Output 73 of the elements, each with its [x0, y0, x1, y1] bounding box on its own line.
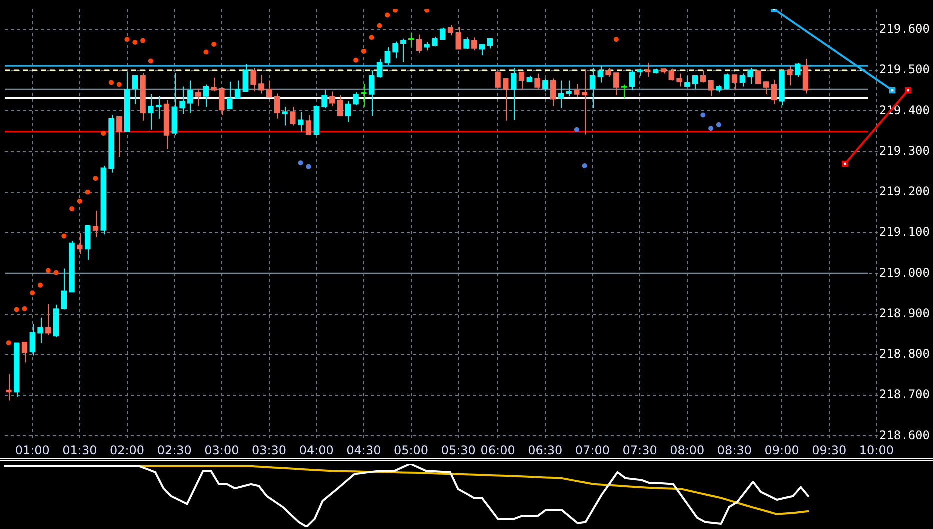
x-tick-label: 03:00: [204, 443, 240, 458]
y-tick-label: 219.100: [879, 225, 930, 240]
point: [116, 82, 122, 88]
point: [212, 42, 217, 48]
x-tick-label: 03:30: [252, 443, 287, 458]
x-tick-label: 07:30: [622, 443, 658, 458]
point: [574, 127, 580, 132]
x-tick-label: 02:00: [110, 443, 145, 458]
point: [6, 340, 12, 346]
point: [77, 198, 82, 204]
point: [385, 12, 390, 18]
point: [842, 160, 848, 168]
candlestick: [574, 83, 580, 98]
x-tick-label: 06:00: [480, 443, 516, 458]
y-tick-label: 219.000: [879, 266, 930, 280]
point: [124, 37, 130, 42]
x-tick-label: 09:30: [812, 443, 847, 458]
y-tick-label: 218.600: [879, 428, 930, 442]
point: [140, 38, 146, 44]
point: [582, 163, 588, 168]
x-tick-label: 06:30: [528, 443, 563, 458]
point: [204, 50, 209, 55]
point: [354, 58, 359, 63]
point: [708, 126, 714, 132]
point: [38, 282, 43, 288]
point: [30, 290, 36, 296]
point: [22, 306, 28, 312]
point: [393, 9, 398, 13]
candlestick: [716, 85, 722, 93]
y-tick-label: 218.700: [879, 388, 930, 402]
x-tick-label: 04:30: [346, 443, 382, 458]
x-tick-label: 08:00: [670, 443, 705, 458]
y-tick-label: 219.200: [879, 184, 930, 199]
point: [361, 48, 366, 54]
y-tick-label: 219.300: [879, 144, 930, 158]
x-tick-label: 01:30: [62, 443, 98, 458]
point: [614, 37, 619, 42]
point: [70, 206, 75, 212]
point: [905, 87, 912, 94]
x-tick-label: 08:30: [717, 443, 752, 458]
point: [700, 112, 706, 118]
point: [14, 307, 20, 312]
point: [46, 268, 51, 274]
y-tick-label: 218.800: [879, 347, 930, 362]
point: [132, 40, 138, 46]
candlestick: [314, 106, 320, 136]
point: [62, 234, 67, 239]
x-tick-label: 05:00: [394, 443, 429, 458]
point: [306, 164, 312, 170]
point: [85, 190, 90, 195]
y-tick-label: 218.900: [879, 306, 930, 320]
point: [716, 122, 722, 128]
point: [93, 176, 98, 182]
x-tick-label: 02:30: [157, 443, 192, 458]
point: [424, 9, 430, 13]
candlestick: [282, 106, 288, 126]
y-tick-label: 219.500: [879, 62, 930, 77]
point: [54, 270, 59, 276]
point: [889, 87, 896, 94]
x-tick-label: 01:00: [15, 443, 50, 458]
x-tick-label: 10:00: [859, 443, 894, 458]
point: [298, 160, 304, 166]
point: [148, 58, 154, 64]
point: [369, 35, 374, 40]
point: [377, 23, 382, 28]
y-tick-label: 219.600: [879, 22, 930, 36]
x-tick-label: 09:00: [764, 443, 800, 458]
point: [101, 131, 106, 136]
x-tick-label: 07:00: [575, 443, 610, 458]
point: [109, 80, 114, 86]
x-tick-label: 04:00: [299, 443, 334, 458]
candlestick: [606, 68, 612, 78]
x-tick-label: 05:30: [441, 443, 476, 458]
